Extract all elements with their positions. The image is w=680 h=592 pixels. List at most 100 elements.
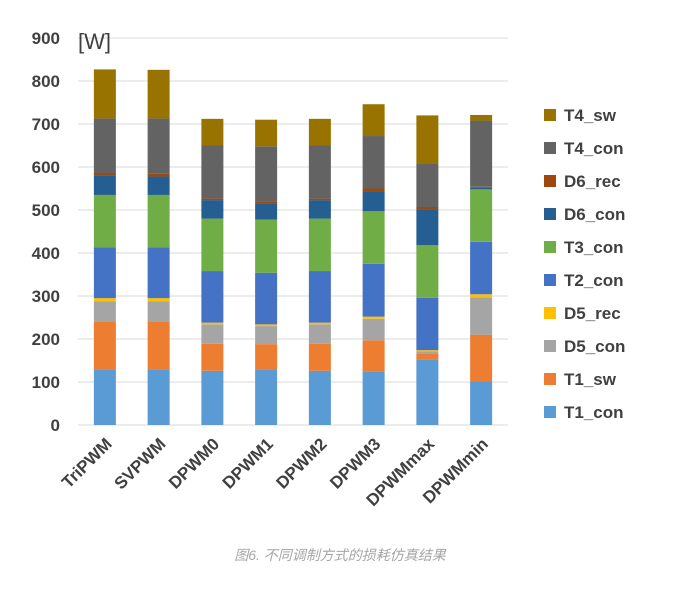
- bar-segment-D6_rec: [94, 173, 116, 176]
- bar-segment-D5_con: [416, 351, 438, 353]
- bar-segment-T2_con: [309, 271, 331, 323]
- bar-segment-T1_con: [416, 359, 438, 425]
- bar-segment-T1_sw: [148, 321, 170, 370]
- bar-segment-T3_con: [148, 195, 170, 247]
- bar-segment-T3_con: [255, 219, 277, 272]
- y-tick-label: 300: [32, 287, 60, 306]
- legend-swatch: [544, 340, 556, 352]
- gridlines: [78, 38, 508, 425]
- bar-segment-D5_con: [363, 319, 385, 341]
- legend-swatch: [544, 241, 556, 253]
- legend-label: D5_con: [564, 337, 625, 356]
- bar-segment-T3_con: [309, 219, 331, 271]
- y-tick-label: 600: [32, 158, 60, 177]
- x-tick-label: SVPWM: [111, 434, 170, 493]
- y-tick-label: 800: [32, 72, 60, 91]
- legend-item-T1_sw: T1_sw: [544, 370, 617, 389]
- legend-item-D5_rec: D5_rec: [544, 304, 621, 323]
- bar-segment-D6_con: [309, 200, 331, 218]
- bar-segment-T3_con: [201, 219, 223, 271]
- bar-segment-D6_con: [255, 203, 277, 219]
- bar-segment-T2_con: [255, 273, 277, 325]
- legend-item-D6_rec: D6_rec: [544, 172, 621, 191]
- bar-stack-DPWM3: [363, 104, 385, 425]
- bar-segment-D6_con: [94, 176, 116, 195]
- bar-segment-D5_rec: [470, 294, 492, 297]
- legend-item-T4_sw: T4_sw: [544, 106, 617, 125]
- bar-segment-T3_con: [94, 195, 116, 247]
- bar-segment-D6_con: [201, 200, 223, 218]
- legend-swatch: [544, 274, 556, 286]
- bar-segment-T4_con: [470, 121, 492, 187]
- bar-segment-T1_sw: [363, 340, 385, 371]
- bar-segment-T1_con: [309, 371, 331, 425]
- bar-stack-DPWM1: [255, 120, 277, 425]
- bar-segment-T2_con: [201, 271, 223, 323]
- bar-segment-T4_sw: [255, 120, 277, 147]
- bar-segment-T3_con: [470, 189, 492, 241]
- legend-swatch: [544, 175, 556, 187]
- legend-label: T1_con: [564, 403, 624, 422]
- bar-segment-D5_con: [148, 301, 170, 321]
- bar-segment-D6_rec: [148, 174, 170, 177]
- bar-segment-T4_con: [255, 146, 277, 201]
- legend-swatch: [544, 208, 556, 220]
- y-tick-label: 0: [51, 416, 60, 435]
- y-tick-label: 400: [32, 244, 60, 263]
- bar-segment-D6_rec: [363, 189, 385, 192]
- bar-segment-T1_con: [470, 382, 492, 425]
- legend-swatch: [544, 406, 556, 418]
- bar-segment-T2_con: [416, 298, 438, 350]
- legend-label: T1_sw: [564, 370, 617, 389]
- legend-swatch: [544, 142, 556, 154]
- bar-segment-T4_sw: [309, 119, 331, 146]
- bar-segment-D5_con: [309, 324, 331, 343]
- bar-stack-DPWM2: [309, 119, 331, 425]
- bar-segment-T4_sw: [94, 69, 116, 118]
- legend-item-T4_con: T4_con: [544, 139, 624, 158]
- bar-segment-D6_con: [470, 187, 492, 189]
- figure-caption: 图6. 不同调制方式的损耗仿真结果: [0, 545, 680, 565]
- bar-segment-T4_con: [363, 136, 385, 188]
- bar-segment-T4_con: [309, 146, 331, 199]
- legend-swatch: [544, 373, 556, 385]
- legend-item-T3_con: T3_con: [544, 238, 624, 257]
- bar-segment-D6_rec: [309, 198, 331, 200]
- bar-segment-D6_con: [363, 191, 385, 211]
- y-tick-label: 700: [32, 115, 60, 134]
- unit-label: [W]: [78, 29, 111, 54]
- bar-segment-T1_con: [94, 370, 116, 425]
- bar-segment-T4_sw: [148, 70, 170, 119]
- bar-segment-D6_rec: [201, 198, 223, 200]
- bar-stack-TriPWM: [94, 69, 116, 425]
- bar-segment-T2_con: [470, 242, 492, 294]
- bar-segment-D6_con: [148, 176, 170, 194]
- x-tick-label: DPWM1: [219, 434, 277, 492]
- bar-segment-T4_sw: [201, 119, 223, 146]
- bar-segment-T1_sw: [470, 335, 492, 382]
- bar-segment-D5_rec: [94, 298, 116, 301]
- bar-segment-D5_rec: [148, 298, 170, 301]
- bar-segment-D5_con: [94, 301, 116, 321]
- bar-segment-D5_rec: [309, 323, 331, 325]
- x-tick-label: DPWM2: [273, 434, 331, 492]
- bar-segment-T2_con: [148, 247, 170, 298]
- bar-segment-T1_con: [148, 370, 170, 425]
- x-axis-ticks: TriPWMSVPWMDPWM0DPWM1DPWM2DPWM3DPWMmaxDP…: [58, 434, 492, 510]
- bar-segment-D6_con: [416, 210, 438, 246]
- legend-label: D5_rec: [564, 304, 621, 323]
- bar-segment-T1_con: [363, 371, 385, 425]
- bar-stack-DPWMmin: [470, 115, 492, 425]
- bar-segment-T4_sw: [363, 104, 385, 136]
- bar-segment-T2_con: [363, 264, 385, 317]
- y-tick-label: 500: [32, 201, 60, 220]
- bar-segment-D6_rec: [255, 201, 277, 203]
- bar-segment-T1_sw: [94, 321, 116, 370]
- x-tick-label: TriPWM: [58, 434, 116, 492]
- bar-segment-D5_con: [201, 324, 223, 343]
- bar-segment-T1_sw: [255, 344, 277, 370]
- bar-segment-T2_con: [94, 247, 116, 298]
- bar-segment-T4_sw: [470, 115, 492, 121]
- bar-stack-DPWMmax: [416, 115, 438, 425]
